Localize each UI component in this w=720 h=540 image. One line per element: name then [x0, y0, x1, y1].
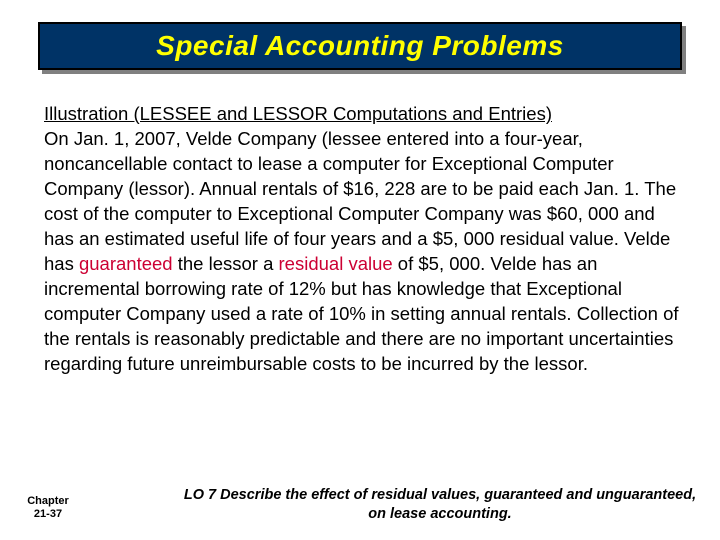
chapter-line2: 21-37 [34, 508, 62, 520]
body-paragraph: Illustration (LESSEE and LESSOR Computat… [44, 102, 684, 377]
slide-title: Special Accounting Problems [156, 30, 564, 62]
illustration-heading: Illustration (LESSEE and LESSOR Computat… [44, 103, 552, 124]
learning-objective: LO 7 Describe the effect of residual val… [180, 486, 700, 524]
body-text-mid: the lessor a [173, 253, 279, 274]
chapter-label: Chapter 21-37 [18, 495, 78, 523]
highlight-guaranteed: guaranteed [79, 253, 173, 274]
slide-header: Special Accounting Problems [38, 22, 682, 70]
highlight-residual-value: residual value [279, 253, 393, 274]
chapter-line1: Chapter [27, 495, 69, 507]
